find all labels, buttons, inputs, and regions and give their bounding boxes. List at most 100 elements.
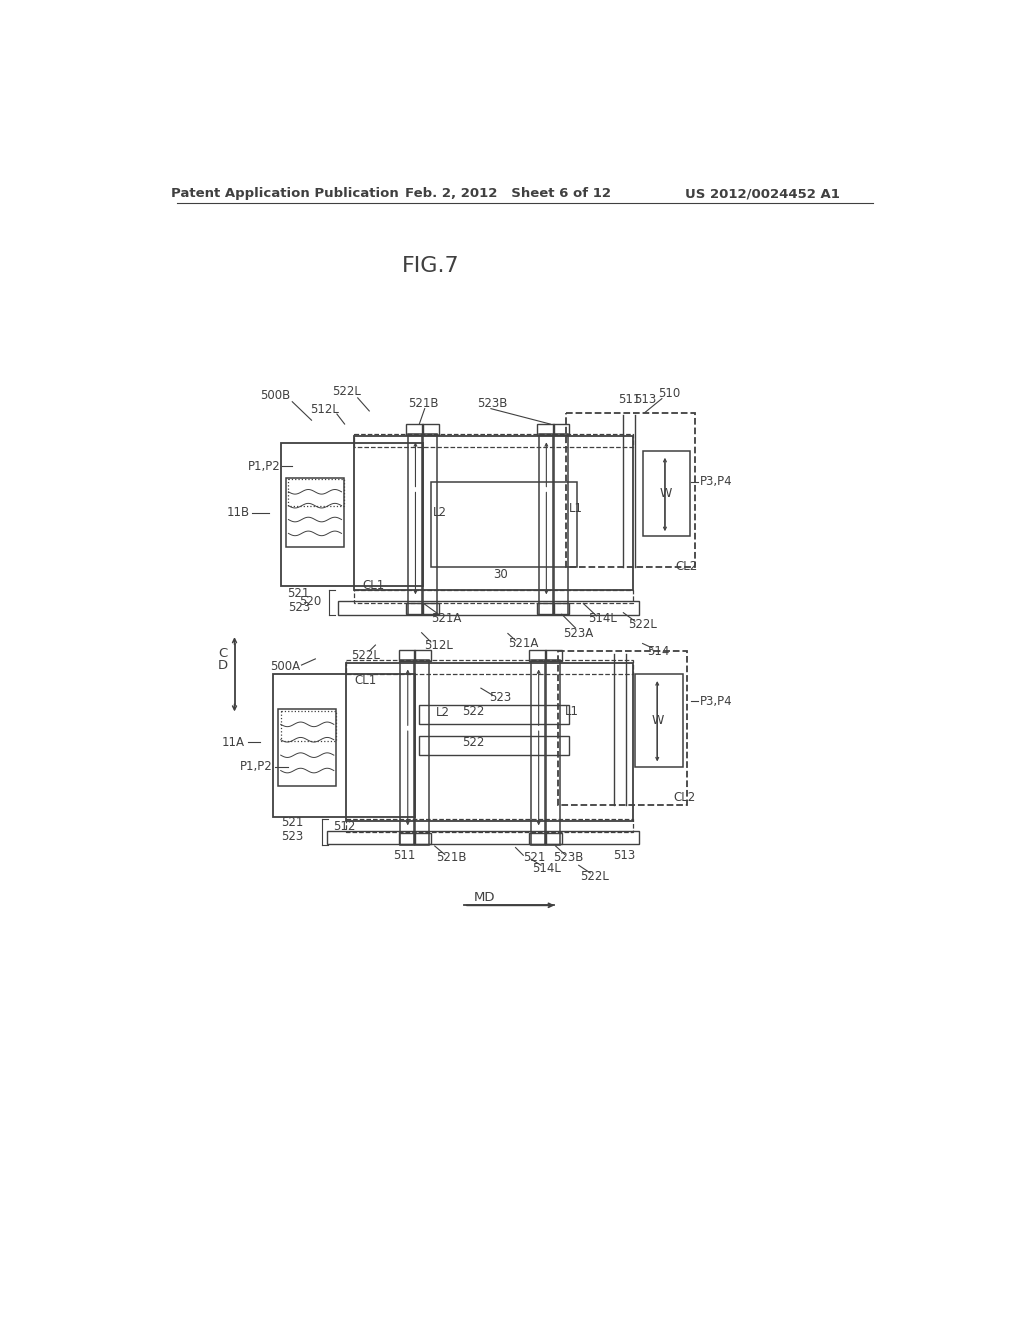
- Text: CL2: CL2: [676, 560, 697, 573]
- Text: 512L: 512L: [310, 403, 339, 416]
- Text: 523B: 523B: [477, 397, 508, 409]
- Text: 522: 522: [462, 705, 484, 718]
- Bar: [414, 649, 431, 661]
- Text: 511: 511: [618, 393, 641, 407]
- Bar: [558, 651, 687, 805]
- Text: 523: 523: [489, 690, 511, 704]
- Text: L1: L1: [565, 705, 579, 718]
- Bar: [553, 603, 569, 614]
- Text: 512L: 512L: [424, 639, 453, 652]
- Text: 522L: 522L: [351, 648, 380, 661]
- Text: 521B: 521B: [435, 851, 466, 865]
- Text: P1,P2: P1,P2: [241, 760, 273, 774]
- Bar: [346, 663, 633, 821]
- Bar: [408, 434, 422, 615]
- Bar: [531, 660, 545, 845]
- Text: 513: 513: [634, 393, 656, 407]
- Text: 520: 520: [299, 594, 322, 607]
- Bar: [346, 660, 633, 673]
- Text: L2: L2: [435, 706, 450, 719]
- Bar: [538, 424, 554, 434]
- Text: 500A: 500A: [270, 660, 300, 673]
- Bar: [346, 818, 633, 832]
- Text: 514L: 514L: [588, 612, 617, 626]
- Text: P1,P2: P1,P2: [248, 459, 281, 473]
- Bar: [416, 660, 429, 845]
- Text: 500B: 500B: [260, 389, 291, 403]
- Bar: [354, 590, 633, 603]
- Text: 521A: 521A: [508, 638, 539, 649]
- Bar: [400, 660, 414, 845]
- Bar: [423, 434, 437, 615]
- Text: 522: 522: [462, 735, 484, 748]
- Text: P3,P4: P3,P4: [700, 694, 733, 708]
- Text: 11B: 11B: [226, 506, 250, 519]
- Text: 522L: 522L: [628, 618, 657, 631]
- Text: 521: 521: [281, 816, 303, 829]
- Text: 523B: 523B: [553, 851, 583, 865]
- Bar: [635, 675, 683, 767]
- Bar: [553, 424, 569, 434]
- Text: 512: 512: [334, 820, 355, 833]
- Text: C: C: [218, 647, 227, 660]
- Bar: [414, 833, 431, 845]
- Bar: [279, 709, 336, 785]
- Text: CL1: CL1: [362, 579, 384, 593]
- Bar: [539, 434, 553, 615]
- Bar: [327, 830, 639, 845]
- Text: 521: 521: [523, 851, 546, 865]
- Bar: [529, 833, 547, 845]
- Bar: [281, 711, 336, 741]
- Bar: [545, 833, 562, 845]
- Text: D: D: [218, 659, 228, 672]
- Bar: [354, 434, 633, 447]
- Text: L2: L2: [433, 506, 447, 519]
- Text: 11A: 11A: [221, 735, 245, 748]
- Text: 522L: 522L: [332, 385, 360, 399]
- Bar: [407, 424, 423, 434]
- Bar: [422, 603, 438, 614]
- Text: 514L: 514L: [531, 862, 561, 875]
- Bar: [419, 737, 569, 755]
- Text: 522L: 522L: [581, 870, 609, 883]
- Bar: [547, 660, 560, 845]
- Text: 521B: 521B: [408, 397, 438, 409]
- Text: 523: 523: [281, 829, 303, 842]
- Text: 510: 510: [658, 387, 681, 400]
- Bar: [565, 412, 695, 566]
- Text: 514: 514: [647, 644, 670, 657]
- Bar: [529, 649, 547, 661]
- Bar: [273, 675, 416, 817]
- Text: 521A: 521A: [431, 612, 462, 626]
- Bar: [398, 833, 416, 845]
- Bar: [643, 451, 690, 536]
- Bar: [422, 424, 438, 434]
- Text: P3,P4: P3,P4: [700, 475, 733, 488]
- Bar: [407, 603, 423, 614]
- Text: Feb. 2, 2012   Sheet 6 of 12: Feb. 2, 2012 Sheet 6 of 12: [404, 187, 611, 201]
- Text: 521: 521: [288, 587, 310, 601]
- Text: 511: 511: [393, 849, 415, 862]
- Bar: [554, 434, 568, 615]
- Text: FIG.7: FIG.7: [402, 256, 460, 276]
- Text: W: W: [659, 487, 672, 500]
- Bar: [339, 601, 639, 615]
- Text: 523A: 523A: [563, 627, 594, 640]
- Bar: [398, 649, 416, 661]
- Text: CL2: CL2: [674, 791, 696, 804]
- Bar: [419, 705, 569, 725]
- Bar: [289, 479, 344, 507]
- Bar: [545, 649, 562, 661]
- Text: MD: MD: [474, 891, 496, 904]
- Text: 30: 30: [493, 568, 508, 581]
- Text: 523: 523: [288, 601, 310, 614]
- Text: 513: 513: [613, 849, 635, 862]
- Bar: [286, 478, 344, 548]
- Text: Patent Application Publication: Patent Application Publication: [171, 187, 398, 201]
- Text: L1: L1: [568, 502, 583, 515]
- Text: W: W: [652, 714, 665, 727]
- Bar: [431, 482, 578, 566]
- Bar: [281, 444, 423, 586]
- Bar: [354, 436, 633, 590]
- Bar: [538, 603, 554, 614]
